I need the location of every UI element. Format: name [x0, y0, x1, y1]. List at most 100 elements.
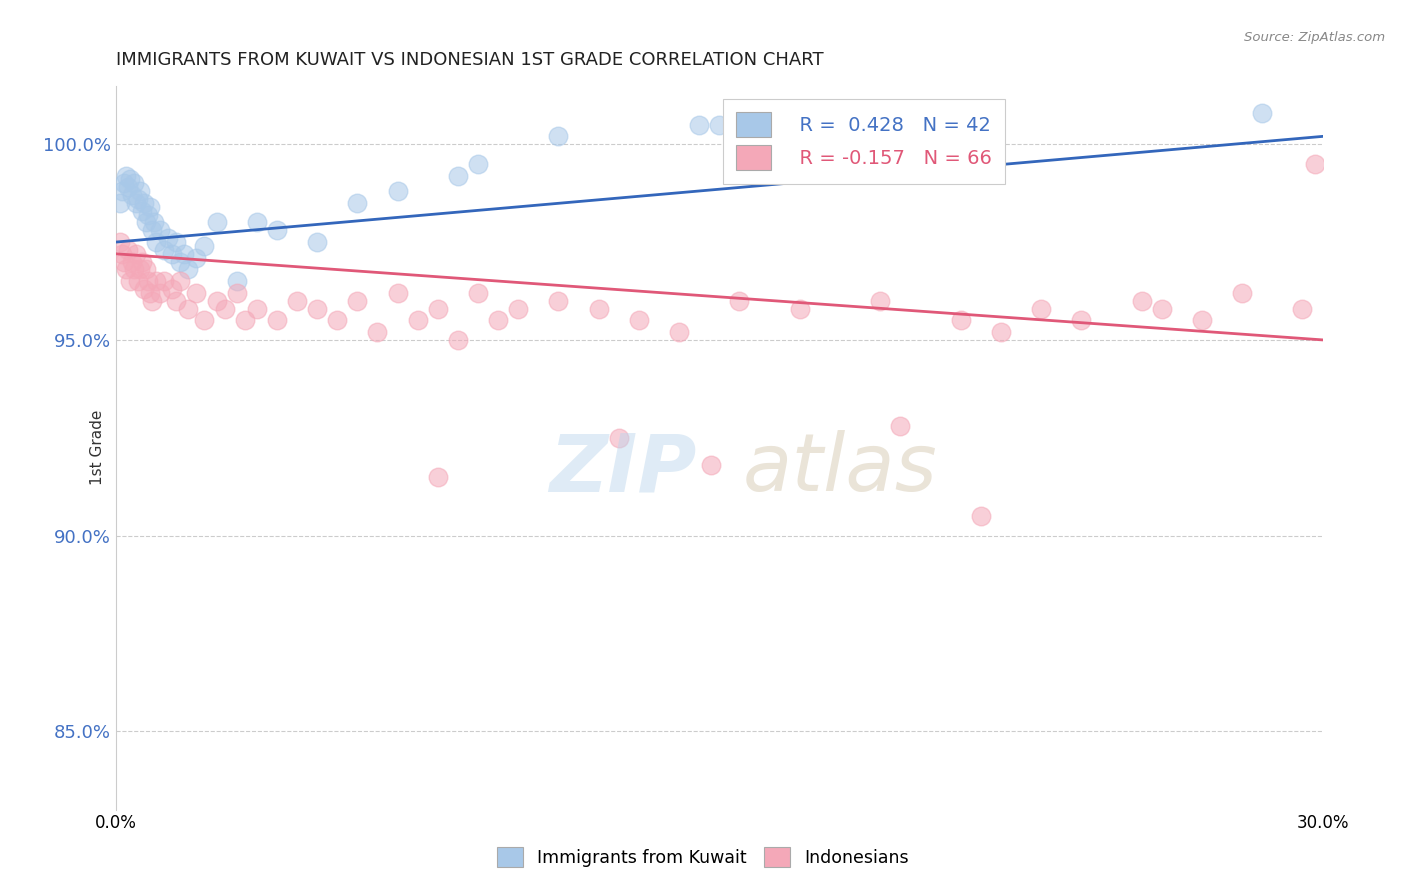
- Point: [145, 274, 167, 288]
- Point: [1070, 313, 1092, 327]
- Point: [129, 262, 152, 277]
- Point: [307, 301, 329, 316]
- Point: [129, 184, 152, 198]
- Point: [668, 325, 690, 339]
- Point: [115, 262, 138, 277]
- Point: [141, 223, 163, 237]
- Point: [366, 325, 388, 339]
- Point: [143, 215, 166, 229]
- Point: [869, 293, 891, 308]
- Point: [108, 235, 131, 249]
- Point: [135, 215, 157, 229]
- Point: [193, 239, 215, 253]
- Point: [426, 470, 449, 484]
- Point: [1251, 106, 1274, 120]
- Point: [115, 169, 138, 183]
- Point: [139, 285, 162, 300]
- Point: [136, 208, 159, 222]
- Point: [111, 247, 134, 261]
- Point: [205, 293, 228, 308]
- Point: [307, 235, 329, 249]
- Point: [149, 285, 172, 300]
- Text: atlas: atlas: [742, 430, 938, 508]
- Point: [121, 188, 143, 202]
- Point: [127, 192, 149, 206]
- Point: [117, 180, 139, 194]
- Point: [607, 431, 630, 445]
- Point: [145, 235, 167, 249]
- Point: [131, 203, 153, 218]
- Point: [508, 301, 530, 316]
- Point: [134, 195, 156, 210]
- Point: [486, 313, 509, 327]
- Point: [387, 285, 409, 300]
- Point: [285, 293, 308, 308]
- Point: [225, 274, 247, 288]
- Point: [1191, 313, 1213, 327]
- Point: [547, 129, 569, 144]
- Point: [225, 285, 247, 300]
- Point: [547, 293, 569, 308]
- Point: [728, 293, 751, 308]
- Point: [131, 254, 153, 268]
- Point: [162, 247, 184, 261]
- Point: [120, 172, 142, 186]
- Legend:   R =  0.428   N = 42,   R = -0.157   N = 66: R = 0.428 N = 42, R = -0.157 N = 66: [723, 99, 1005, 184]
- Point: [406, 313, 429, 327]
- Legend: Immigrants from Kuwait, Indonesians: Immigrants from Kuwait, Indonesians: [491, 840, 915, 874]
- Point: [173, 247, 195, 261]
- Point: [153, 243, 176, 257]
- Point: [447, 333, 470, 347]
- Point: [108, 195, 131, 210]
- Point: [889, 419, 911, 434]
- Point: [709, 118, 731, 132]
- Point: [186, 251, 208, 265]
- Point: [125, 195, 148, 210]
- Point: [1130, 293, 1153, 308]
- Point: [346, 293, 368, 308]
- Point: [135, 262, 157, 277]
- Point: [157, 231, 180, 245]
- Point: [627, 313, 650, 327]
- Point: [120, 274, 142, 288]
- Point: [125, 247, 148, 261]
- Point: [688, 118, 710, 132]
- Point: [467, 285, 489, 300]
- Point: [153, 274, 176, 288]
- Point: [112, 254, 135, 268]
- Point: [346, 195, 368, 210]
- Point: [112, 177, 135, 191]
- Point: [1303, 157, 1326, 171]
- Point: [139, 200, 162, 214]
- Point: [136, 274, 159, 288]
- Point: [467, 157, 489, 171]
- Point: [246, 301, 269, 316]
- Point: [165, 293, 187, 308]
- Point: [162, 282, 184, 296]
- Point: [186, 285, 208, 300]
- Point: [141, 293, 163, 308]
- Text: Source: ZipAtlas.com: Source: ZipAtlas.com: [1244, 31, 1385, 45]
- Point: [177, 262, 200, 277]
- Point: [122, 262, 145, 277]
- Y-axis label: 1st Grade: 1st Grade: [90, 409, 105, 485]
- Point: [214, 301, 236, 316]
- Point: [233, 313, 256, 327]
- Point: [127, 274, 149, 288]
- Point: [426, 301, 449, 316]
- Text: ZIP: ZIP: [550, 430, 696, 508]
- Point: [117, 243, 139, 257]
- Point: [177, 301, 200, 316]
- Point: [700, 458, 723, 472]
- Point: [970, 508, 993, 523]
- Point: [949, 313, 972, 327]
- Point: [122, 177, 145, 191]
- Point: [789, 301, 811, 316]
- Point: [246, 215, 269, 229]
- Point: [1029, 301, 1052, 316]
- Point: [121, 254, 143, 268]
- Point: [1291, 301, 1313, 316]
- Text: IMMIGRANTS FROM KUWAIT VS INDONESIAN 1ST GRADE CORRELATION CHART: IMMIGRANTS FROM KUWAIT VS INDONESIAN 1ST…: [115, 51, 824, 69]
- Point: [1150, 301, 1173, 316]
- Point: [149, 223, 172, 237]
